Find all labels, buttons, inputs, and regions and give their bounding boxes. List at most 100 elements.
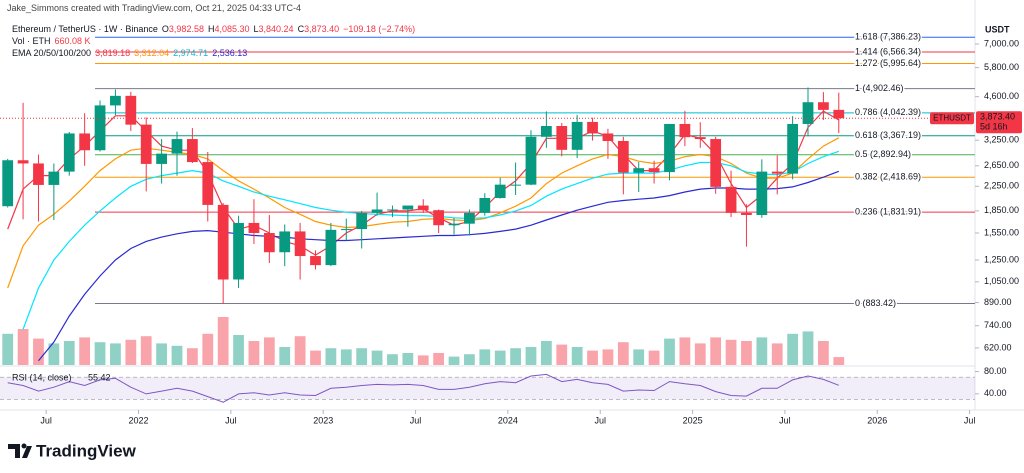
rsi-band	[0, 377, 975, 400]
candle-body	[125, 95, 137, 125]
candle-body	[79, 133, 91, 151]
volume-bar	[771, 343, 783, 365]
volume-bar	[833, 357, 845, 365]
y-tick-label: 1,050.00	[984, 276, 1019, 286]
ema-value: 2,974.71	[173, 48, 209, 58]
volume-bar	[679, 337, 691, 365]
candle-body	[510, 184, 521, 186]
candle-body	[648, 168, 660, 173]
volume-bar	[464, 354, 475, 365]
volume-bar	[802, 331, 814, 365]
y-tick-label: 890.00	[984, 297, 1012, 307]
ohlc-value: 3,873.40	[304, 24, 340, 34]
candle-body	[171, 139, 183, 154]
candle-body	[402, 205, 414, 210]
volume-bar	[371, 350, 383, 365]
candle-body	[417, 205, 429, 211]
ohlc-value: 3,982.58	[168, 24, 204, 34]
volume-bar	[263, 337, 275, 365]
ohlc-value: 3,840.24	[258, 24, 294, 34]
y-tick-label: 5,800.00	[984, 62, 1019, 72]
volume-bar	[310, 350, 321, 365]
x-tick-label: 2026	[867, 415, 887, 425]
x-tick-label: 2025	[683, 415, 703, 425]
volume-bar	[356, 348, 368, 365]
volume-bar	[648, 350, 660, 365]
y-tick-label: 7,000.00	[984, 38, 1019, 48]
volume-bar	[741, 341, 752, 365]
x-tick-label: 2024	[498, 415, 518, 425]
candle-body	[771, 171, 783, 174]
rsi-tick-label: 40.00	[984, 388, 1007, 398]
volume-bar	[33, 338, 44, 365]
y-tick-label: 3,250.00	[984, 135, 1019, 145]
volume-bar	[725, 339, 737, 365]
x-tick-label: Jul	[410, 415, 422, 425]
credit: Jake_Simmons created with TradingView.co…	[7, 3, 301, 13]
currency-label: USDT	[985, 24, 1010, 34]
volume-bar	[664, 338, 675, 365]
y-tick-label: 740.00	[984, 320, 1012, 330]
legend: Jake_Simmons created with TradingView.co…	[7, 2, 419, 59]
ohlc-key: L	[253, 24, 259, 34]
volume-bar	[402, 353, 414, 365]
candle-body	[48, 171, 60, 185]
fib-label: 0.5 (2,892.94)	[855, 149, 911, 159]
volume-value: 660.08 K	[54, 36, 91, 46]
ema-line	[38, 170, 840, 362]
candle-body	[556, 126, 568, 150]
candle-body	[340, 229, 352, 231]
y-tick-label: 2,250.00	[984, 181, 1019, 191]
candle-body	[186, 139, 198, 163]
price-change: −109.18 (−2.74%)	[343, 24, 416, 34]
ohlc-key: O	[161, 24, 169, 34]
candle-body	[202, 162, 214, 205]
volume-bar	[79, 337, 91, 365]
candle-body	[787, 123, 799, 174]
volume-bar	[494, 350, 506, 365]
volume-row: Vol · ETH 660.08 K	[12, 35, 419, 47]
candle-body	[633, 168, 645, 173]
volume-bar	[340, 349, 352, 365]
candle-body	[310, 256, 321, 266]
candle-body	[756, 171, 768, 215]
candle-body	[217, 204, 229, 280]
candle-body	[387, 209, 398, 211]
x-tick-label: Jul	[779, 415, 791, 425]
candle-body	[725, 186, 737, 213]
volume-bar	[556, 344, 568, 365]
candle-body	[602, 133, 614, 141]
ohlc-value: 4,085.30	[214, 24, 250, 34]
x-tick-label: Jul	[964, 415, 976, 425]
ema-row: EMA 20/50/100/200 3,819.18 3,312.04 2,974.7…	[12, 47, 419, 59]
y-tick-label: 620.00	[984, 342, 1012, 352]
symbol-row: Ethereum / TetherUS · 1W · Binance O3,982…	[12, 23, 419, 35]
volume-bar	[125, 339, 137, 365]
volume-bar	[171, 345, 183, 365]
volume-bar	[448, 356, 460, 365]
ema-line	[22, 150, 839, 330]
volume-bar	[479, 349, 491, 365]
volume-bar	[17, 329, 29, 365]
candle-body	[525, 136, 537, 185]
rsi-tick-label: 80.00	[984, 366, 1007, 376]
candle-body	[94, 105, 106, 151]
x-tick-label: Jul	[594, 415, 606, 425]
fib-label: 0.382 (2,418.69)	[855, 172, 921, 182]
plot-area	[2, 36, 975, 365]
volume-bar	[417, 355, 429, 365]
candle-body	[248, 222, 260, 234]
logo-shape	[8, 444, 20, 458]
rsi-label: RSI (14, close)	[12, 372, 72, 382]
volume-bar	[756, 337, 768, 365]
candle-body	[110, 95, 121, 106]
volume-label: Vol · ETH	[12, 36, 51, 46]
candle-body	[833, 109, 845, 119]
volume-bar	[94, 342, 106, 365]
volume-bar	[140, 336, 152, 365]
volume-bar	[818, 341, 829, 365]
y-tick-label: 4,600.00	[984, 91, 1019, 101]
fib-label: 0.786 (4,042.39)	[855, 107, 921, 117]
volume-bar	[233, 335, 244, 365]
ema-value: 2,536.13	[212, 48, 248, 58]
